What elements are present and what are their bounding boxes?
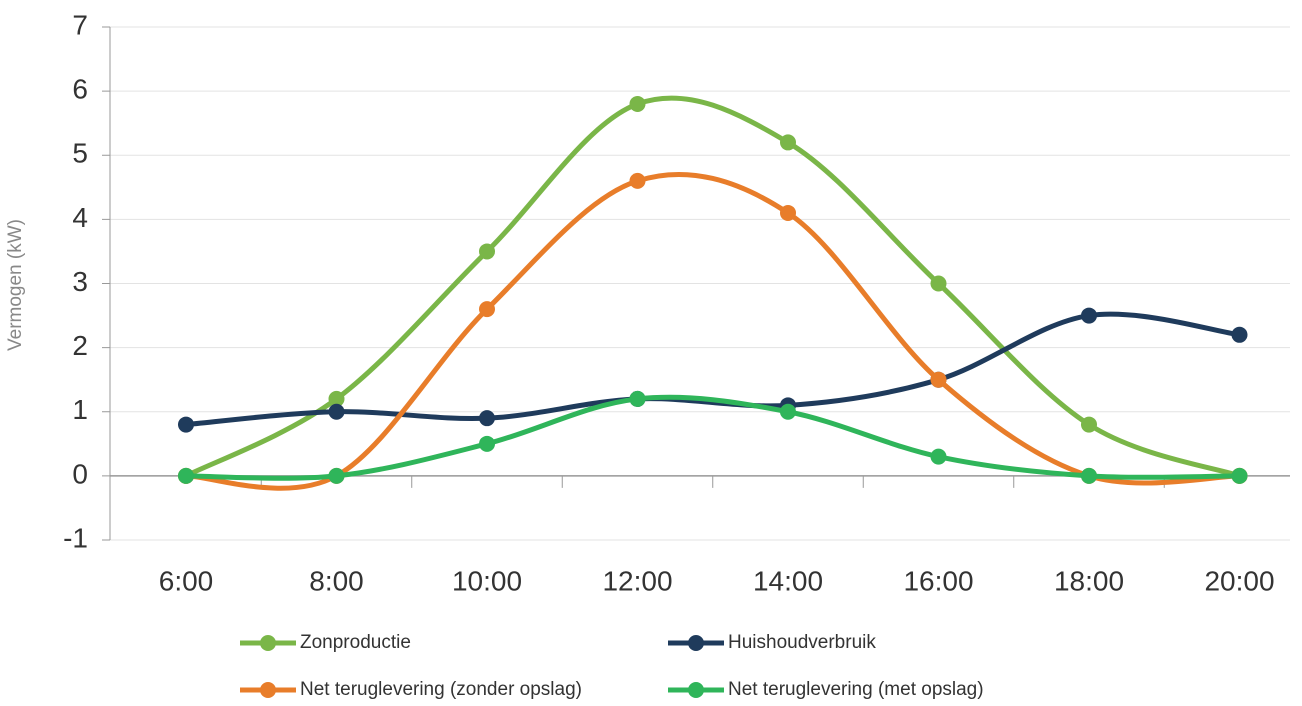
data-point (1081, 307, 1097, 324)
y-tick-label: 0 (72, 458, 88, 489)
legend-label: Net teruglevering (met opslag) (728, 679, 984, 700)
legend-marker (260, 682, 276, 698)
data-point (328, 467, 345, 484)
legend-label: Zonproductie (300, 632, 411, 653)
y-tick-label: 2 (72, 330, 88, 361)
y-tick-label: 7 (72, 9, 88, 40)
y-tick-label: 4 (72, 202, 88, 233)
legend-label: Huishoudverbruik (728, 632, 876, 653)
data-point (930, 448, 947, 465)
data-point (1231, 467, 1248, 484)
y-tick-label: 1 (72, 394, 88, 425)
data-point (780, 134, 796, 151)
data-point (629, 95, 646, 112)
x-tick-label: 6:00 (159, 565, 214, 596)
series-line (185, 311, 1240, 428)
data-point (930, 275, 947, 292)
legend-label: Net teruglevering (zonder opslag) (300, 679, 582, 700)
y-tick-label: 3 (72, 266, 88, 297)
data-point (1081, 467, 1097, 484)
x-tick-label: 14:00 (753, 565, 823, 596)
series-line (185, 172, 1240, 491)
series-line (185, 394, 1240, 481)
data-point (178, 467, 194, 484)
data-point (479, 243, 495, 260)
y-axis-label: Vermogen (kW) (5, 219, 26, 351)
legend-marker (688, 682, 704, 698)
data-point (479, 410, 495, 427)
data-point (780, 403, 796, 420)
x-tick-label: 20:00 (1204, 565, 1274, 596)
x-tick-label: 16:00 (903, 565, 973, 596)
legend-marker (260, 635, 276, 651)
data-point (1231, 326, 1248, 343)
data-point (479, 435, 495, 452)
data-point (629, 172, 646, 189)
data-point (930, 371, 947, 388)
y-tick-label: 5 (72, 138, 88, 169)
data-point (780, 204, 796, 221)
data-point (479, 301, 495, 318)
data-point (1081, 416, 1097, 433)
x-tick-label: 10:00 (452, 565, 522, 596)
y-tick-label: -1 (63, 522, 88, 553)
x-tick-label: 12:00 (602, 565, 672, 596)
y-tick-label: 6 (72, 74, 88, 105)
x-tick-label: 8:00 (309, 565, 364, 596)
legend-marker (688, 635, 704, 651)
x-tick-label: 18:00 (1054, 565, 1124, 596)
data-point (328, 390, 345, 407)
data-point (629, 390, 646, 407)
series-line (184, 95, 1241, 479)
data-point (178, 416, 194, 433)
data-point (328, 403, 345, 420)
